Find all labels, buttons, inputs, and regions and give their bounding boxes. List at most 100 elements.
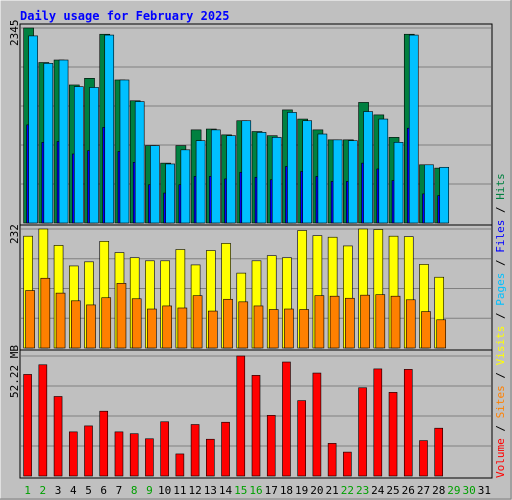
sites-bar-day-13 [208, 310, 218, 349]
x-tick-label-day-8: 8 [131, 484, 138, 497]
pages-bar-day-7 [119, 79, 130, 224]
bars-layer [23, 27, 450, 477]
pages-bar-day-28 [439, 166, 450, 224]
volume-bar-day-22 [343, 451, 352, 477]
x-tick-label-day-28: 28 [432, 484, 445, 497]
x-tick-label-day-14: 14 [219, 484, 233, 497]
volume-bar-day-19 [297, 400, 306, 477]
legend-text-group: Volume / Sites / Visits / Pages / Files … [494, 173, 507, 478]
volume-bar-day-28 [434, 427, 444, 477]
chart-title: Daily usage for February 2025 [20, 9, 230, 23]
pages-bar-day-11 [180, 149, 191, 224]
volume-bar-day-2 [38, 364, 48, 477]
x-tick-label-day-31: 31 [478, 484, 491, 497]
pages-bar-day-19 [302, 120, 312, 224]
hits-panel-max-label: 2345 [8, 20, 21, 47]
volume-bar-day-5 [84, 425, 93, 477]
sites-bar-day-8 [131, 298, 142, 349]
sites-bar-day-20 [314, 295, 325, 349]
x-tick-label-day-1: 1 [24, 484, 31, 497]
volume-bar-day-27 [419, 440, 428, 477]
x-tick-label-day-18: 18 [280, 484, 293, 497]
sites-bar-day-11 [177, 307, 188, 349]
x-tick-label-day-30: 30 [463, 484, 476, 497]
sites-bar-day-16 [253, 305, 264, 349]
x-tick-label-day-17: 17 [265, 484, 278, 497]
sites-bar-day-21 [329, 295, 340, 349]
pages-bar-day-24 [378, 118, 389, 224]
x-tick-label-day-6: 6 [100, 484, 107, 497]
x-tick-label-day-23: 23 [356, 484, 369, 497]
x-tick-label-day-3: 3 [55, 484, 62, 497]
legend-separator: / [494, 253, 507, 273]
pages-bar-day-26 [408, 34, 419, 224]
sites-bar-day-26 [405, 299, 416, 349]
legend-item-files: Files [494, 220, 507, 253]
x-tick-label-day-19: 19 [295, 484, 308, 497]
sites-bar-day-17 [268, 309, 279, 349]
sites-bar-day-10 [162, 305, 172, 349]
volume-bar-day-6 [99, 410, 109, 477]
pages-bar-day-1 [28, 35, 38, 224]
legend-item-hits: Hits [494, 173, 507, 200]
volume-bar-day-25 [388, 392, 398, 477]
legend-item-visits: Visits [494, 326, 507, 366]
visits-panel-max-label: 232 [8, 224, 21, 244]
volume-bar-day-10 [160, 421, 169, 477]
volume-bar-day-14 [221, 421, 230, 477]
volume-bar-day-7 [114, 431, 124, 477]
sites-bar-day-19 [299, 309, 309, 349]
pages-bar-day-25 [393, 142, 404, 224]
sites-bar-day-14 [223, 298, 233, 349]
pages-bar-day-14 [226, 135, 236, 224]
volume-bar-day-16 [251, 375, 261, 477]
legend-text: Volume / Sites / Visits / Pages / Files … [494, 173, 507, 478]
x-tick-label-day-2: 2 [40, 484, 47, 497]
volume-bar-day-4 [68, 431, 78, 477]
pages-bar-day-8 [134, 101, 145, 224]
legend-separator: / [494, 365, 507, 385]
pages-bar-day-27 [424, 164, 434, 224]
pages-bar-day-3 [58, 59, 69, 224]
pages-bar-day-17 [271, 137, 282, 224]
sites-bar-day-15 [238, 301, 249, 349]
pages-bar-day-15 [241, 120, 252, 224]
sites-bar-day-1 [25, 290, 35, 349]
volume-bar-day-20 [312, 372, 322, 477]
volume-bar-day-9 [145, 438, 154, 477]
x-tick-label-day-13: 13 [204, 484, 217, 497]
x-axis-labels: 1 2 3 4 5 6 7 8 9 10 11 12 13 14 15 16 17 18 19 20 21 22 23 24 2… [24, 484, 491, 497]
sites-bar-day-5 [86, 304, 96, 349]
pages-bar-day-10 [165, 163, 175, 224]
pages-bar-day-6 [104, 34, 115, 224]
legend: Volume / Sites / Visits / Pages / Files … [494, 173, 507, 478]
pages-bar-day-22 [348, 140, 358, 224]
volume-bar-day-12 [190, 424, 200, 477]
pages-bar-day-23 [363, 111, 373, 224]
volume-bar-day-13 [206, 438, 215, 477]
pages-bar-day-20 [317, 133, 328, 224]
legend-separator: / [494, 418, 507, 438]
volume-bar-day-17 [266, 415, 276, 477]
x-tick-label-day-26: 26 [402, 484, 415, 497]
sites-bar-day-4 [70, 300, 81, 349]
volume-bar-day-1 [23, 374, 32, 477]
volume-bar-day-18 [282, 361, 291, 477]
volume-bar-day-24 [373, 368, 383, 477]
volume-bar-day-8 [129, 433, 139, 477]
sites-bar-day-7 [116, 283, 127, 349]
sites-bar-day-6 [101, 297, 112, 349]
pages-bar-day-18 [287, 112, 297, 224]
x-tick-label-day-5: 5 [85, 484, 92, 497]
sites-bar-day-28 [436, 319, 447, 349]
legend-item-sites: Sites [494, 385, 507, 418]
x-tick-label-day-21: 21 [326, 484, 339, 497]
x-tick-label-day-9: 9 [146, 484, 153, 497]
legend-separator: / [494, 200, 507, 220]
x-tick-label-day-27: 27 [417, 484, 430, 497]
sites-bar-day-12 [192, 295, 203, 349]
sites-bar-day-18 [284, 308, 294, 349]
pages-bar-day-12 [195, 140, 206, 224]
x-tick-label-day-29: 29 [447, 484, 460, 497]
volume-panel-frame [19, 349, 493, 479]
